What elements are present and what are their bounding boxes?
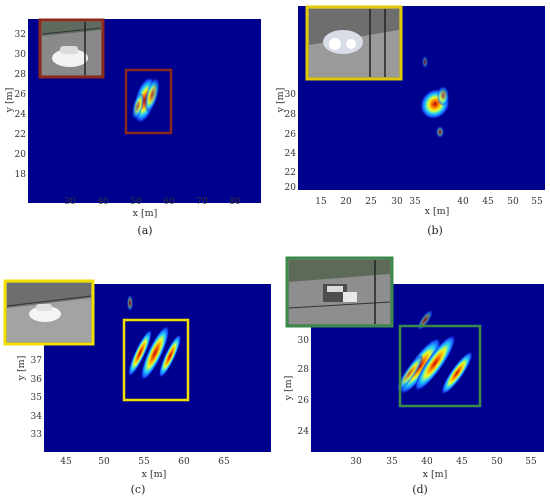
target-blob <box>420 56 450 138</box>
y-tick: 24 <box>298 427 310 437</box>
target-blob <box>131 76 160 124</box>
x-tick: 15 <box>315 197 327 207</box>
y-tick: 20 <box>285 183 297 193</box>
x-tick: 45 <box>482 197 494 207</box>
y-tick: 30 <box>285 90 297 100</box>
x-tick: 70 <box>196 197 208 207</box>
y-tick: 33 <box>31 430 43 440</box>
y-tick: 24 <box>285 149 297 159</box>
x-tick: 30 <box>64 197 76 207</box>
inset-photo <box>3 279 95 346</box>
y-tick-labels: 32 30 28 26 24 22 20 18 <box>15 30 27 180</box>
y-tick: 22 <box>285 168 296 178</box>
x-tick: 35 <box>409 197 421 207</box>
panel-c-plot: 37 36 35 34 33 45 50 55 60 65 x [m] y [m… <box>3 279 271 480</box>
y-tick-labels: 37 36 35 34 33 <box>31 356 43 440</box>
x-tick-labels: 45 50 55 60 65 <box>60 457 230 467</box>
x-axis-label: x [m] <box>423 469 448 480</box>
panel-d: 30 28 26 24 30 35 40 45 50 55 x [m] y [m… <box>275 248 550 497</box>
y-axis-label: y [m] <box>4 88 15 114</box>
panel-a-caption: (a) <box>137 224 153 237</box>
y-axis-label: y [m] <box>283 376 294 402</box>
y-axis-label: y [m] <box>16 356 27 382</box>
x-tick: 55 <box>525 457 537 467</box>
x-axis-label: x [m] <box>133 208 158 219</box>
y-tick: 32 <box>15 30 26 40</box>
target-blob <box>127 295 182 381</box>
panel-d-plot: 30 28 26 24 30 35 40 45 50 55 x [m] y [m… <box>283 256 544 480</box>
y-tick: 30 <box>15 50 27 60</box>
x-tick: 45 <box>60 457 72 467</box>
x-axis-label: x [m] <box>425 206 450 217</box>
panel-a: 32 30 28 26 24 22 20 18 30 40 50 60 70 8… <box>0 0 275 248</box>
y-tick: 20 <box>15 150 27 160</box>
x-axis-label: x [m] <box>142 469 167 480</box>
inset-photo <box>285 256 394 328</box>
y-tick: 28 <box>15 70 27 80</box>
y-tick: 26 <box>15 90 27 100</box>
panel-c: 37 36 35 34 33 45 50 55 60 65 x [m] y [m… <box>0 248 275 497</box>
panel-d-caption: (d) <box>412 483 428 496</box>
target-box <box>398 324 482 408</box>
x-tick: 55 <box>138 457 150 467</box>
panel-b-plot: 30 28 26 24 22 20 15 20 25 30 35 40 45 5… <box>275 5 545 217</box>
panel-b-caption: (b) <box>427 224 443 237</box>
x-tick: 65 <box>218 457 230 467</box>
x-tick: 50 <box>507 197 519 207</box>
x-tick: 40 <box>421 457 433 467</box>
y-tick: 36 <box>31 375 43 385</box>
y-tick: 30 <box>298 336 310 346</box>
x-tick: 50 <box>98 457 110 467</box>
y-axis-label: y [m] <box>275 88 286 114</box>
y-tick: 37 <box>31 356 43 366</box>
x-tick: 80 <box>229 197 241 207</box>
x-tick: 45 <box>456 457 468 467</box>
y-tick: 28 <box>285 110 297 120</box>
target-box <box>124 68 173 135</box>
y-tick: 22 <box>15 130 26 140</box>
panel-c-caption: (c) <box>130 483 146 496</box>
x-tick: 50 <box>491 457 503 467</box>
y-tick: 34 <box>31 412 43 422</box>
target-box <box>122 318 190 402</box>
x-tick: 35 <box>386 457 398 467</box>
x-tick-labels: 30 35 40 45 50 55 <box>350 457 537 467</box>
y-tick-labels: 30 28 26 24 <box>298 336 310 437</box>
x-tick: 40 <box>457 197 469 207</box>
y-tick: 26 <box>298 396 310 406</box>
x-tick: 30 <box>391 197 403 207</box>
x-tick-labels: 15 20 25 30 35 40 45 50 55 <box>315 197 543 207</box>
x-tick: 20 <box>340 197 352 207</box>
y-tick: 26 <box>285 130 297 140</box>
inset-photo <box>38 18 105 79</box>
y-tick: 24 <box>15 110 27 120</box>
panel-b: 30 28 26 24 22 20 15 20 25 30 35 40 45 5… <box>275 0 550 248</box>
y-tick-labels: 30 28 26 24 22 20 <box>285 90 297 193</box>
x-tick: 30 <box>350 457 362 467</box>
x-tick-labels: 30 40 50 60 70 80 <box>64 197 241 207</box>
x-tick: 50 <box>130 197 142 207</box>
y-tick: 35 <box>31 393 43 403</box>
x-tick: 60 <box>178 457 190 467</box>
inset-photo <box>305 5 403 81</box>
x-tick: 55 <box>531 197 543 207</box>
x-tick: 60 <box>163 197 175 207</box>
x-tick: 40 <box>97 197 109 207</box>
panel-a-plot: 32 30 28 26 24 22 20 18 30 40 50 60 70 8… <box>4 18 261 219</box>
y-tick: 28 <box>298 365 310 375</box>
x-tick: 25 <box>365 197 377 207</box>
y-tick: 18 <box>15 170 27 180</box>
